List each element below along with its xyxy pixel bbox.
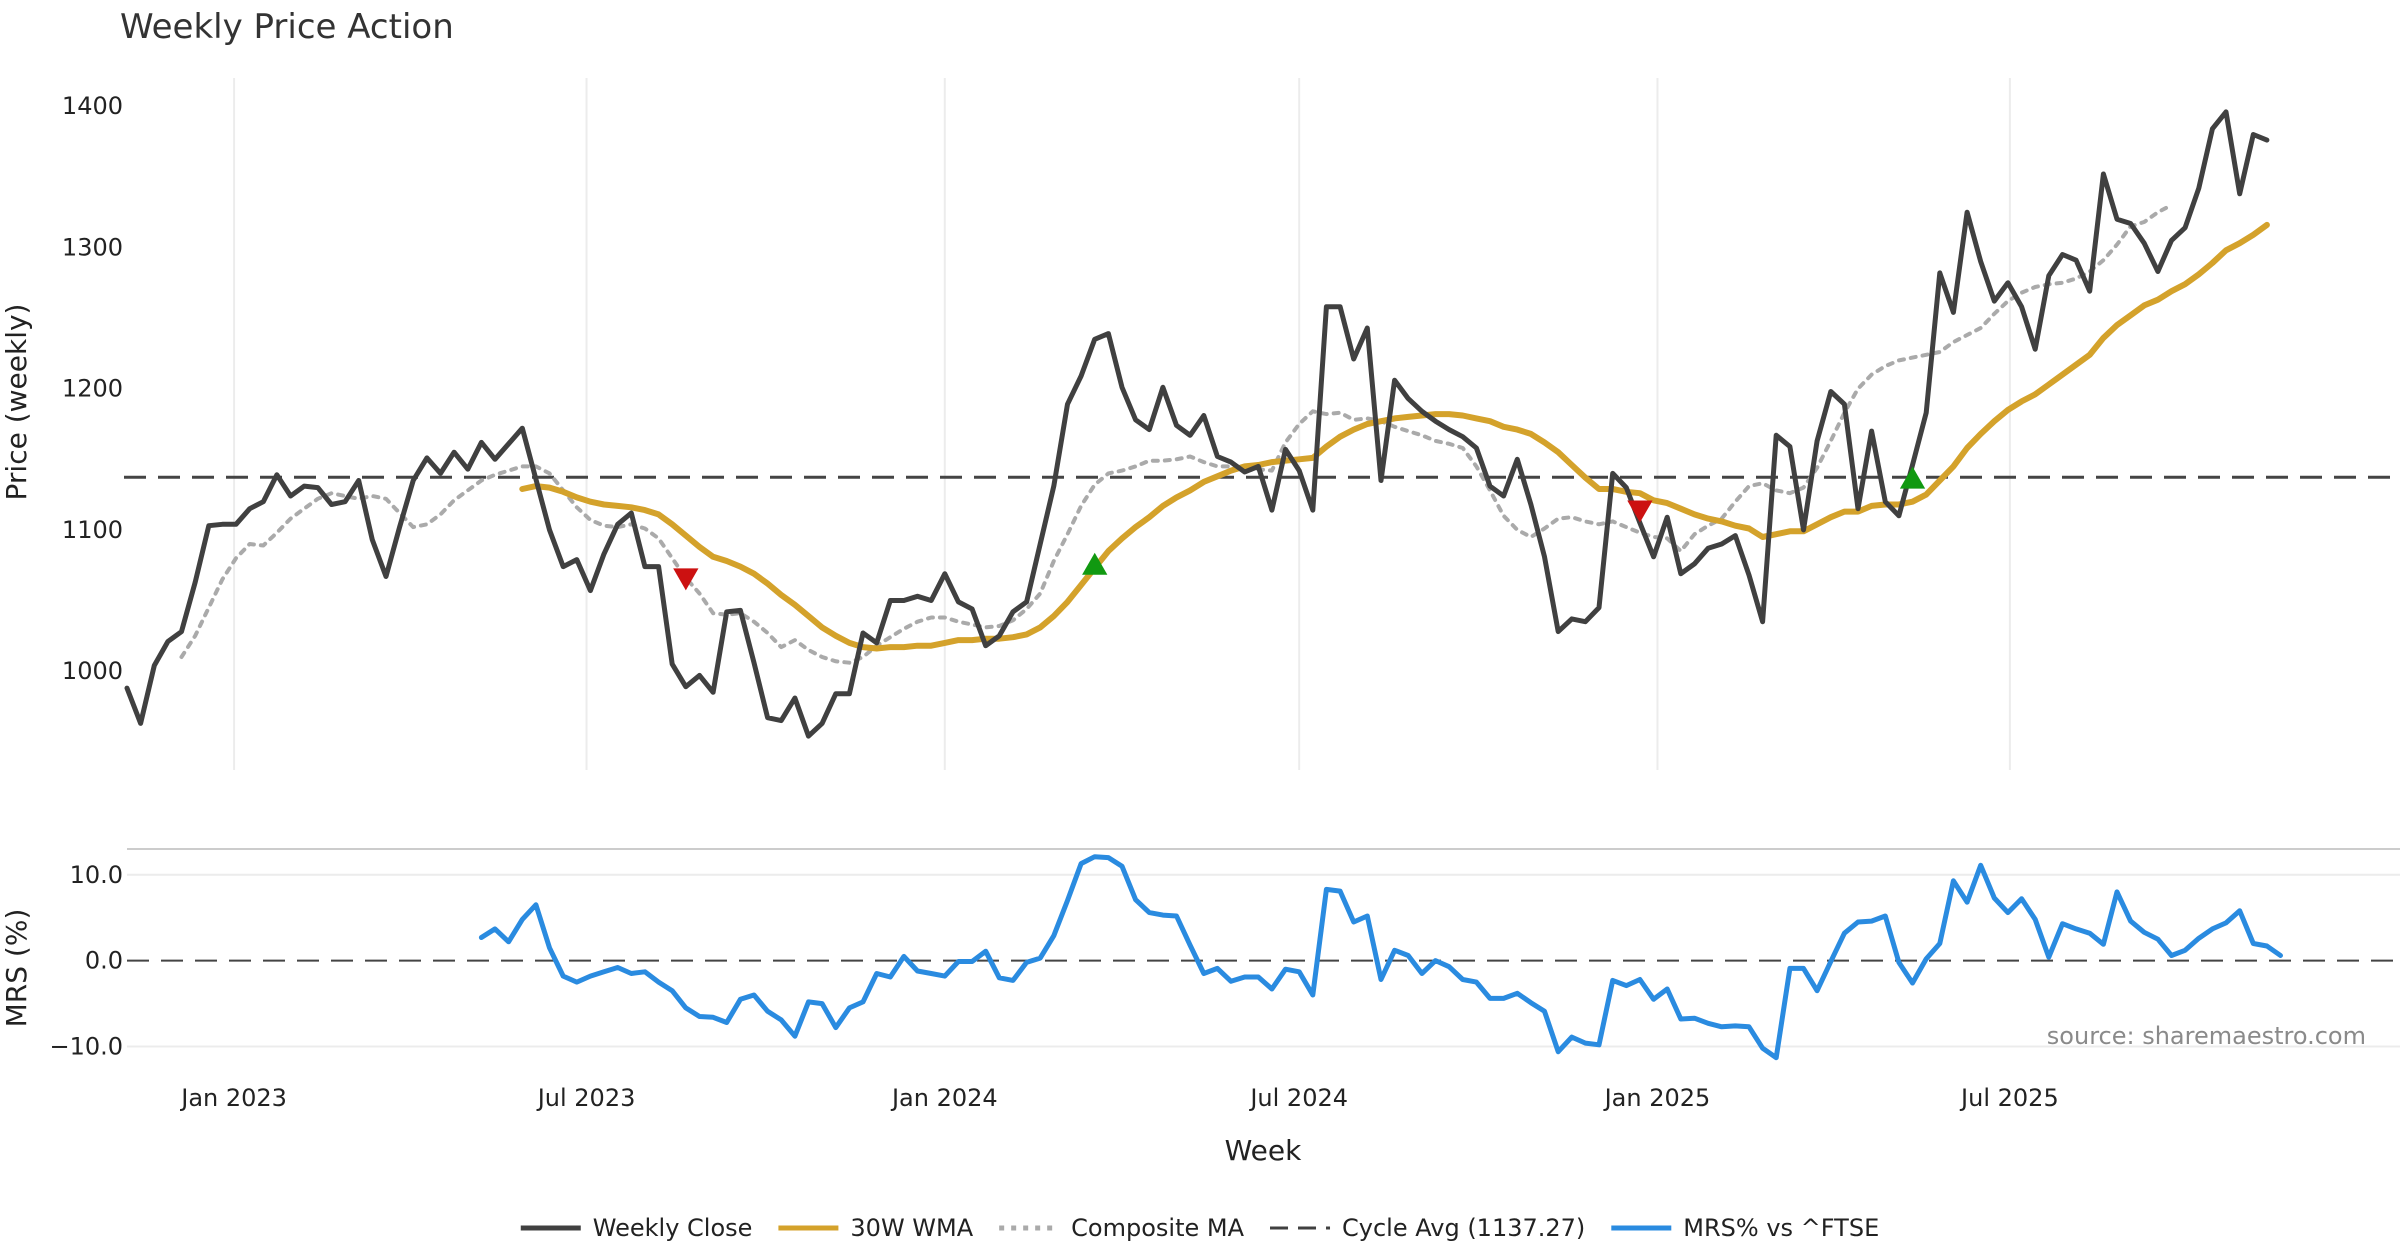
price-y-tick-label: 1400 [62, 92, 123, 120]
legend-label: Composite MA [1071, 1214, 1244, 1242]
mrs-panel: 10.0 0.0 −10.0 MRS (%) source: sharemaestr… [0, 848, 2400, 1061]
mrs-y-ticks: 10.0 0.0 −10.0 [49, 861, 123, 1061]
price-y-tick-label: 1000 [62, 657, 123, 685]
30w-wma-line [519, 221, 2270, 652]
x-tick-label: Jan 2024 [890, 1084, 998, 1112]
sell-signal-marker [673, 568, 699, 591]
x-tick-label: Jul 2025 [1959, 1084, 2059, 1112]
x-tick-label: Jul 2024 [1248, 1084, 1348, 1112]
mrs-y-tick-label: 10.0 [70, 861, 123, 889]
x-tick-label: Jul 2023 [536, 1084, 636, 1112]
price-series-group [124, 109, 2270, 739]
x-tick-label: Jan 2023 [179, 1084, 287, 1112]
mrs-y-tick-label: −10.0 [49, 1033, 123, 1061]
price-panel: 1000 1100 1200 1300 1400 Price (weekly) [0, 78, 2400, 770]
legend-label: Cycle Avg (1137.27) [1342, 1214, 1585, 1242]
price-y-ticks: 1000 1100 1200 1300 1400 [62, 92, 123, 685]
source-note: source: sharemaestro.com [2047, 1022, 2366, 1050]
composite-ma-line [179, 203, 2174, 665]
legend-item: Weekly Close [520, 1214, 753, 1242]
mrs-series-group [478, 854, 2283, 1061]
price-y-axis-label: Price (weekly) [0, 304, 33, 501]
buy-signal-marker [1899, 466, 1926, 489]
x-axis-ticks: Jan 2023 Jul 2023 Jan 2024 Jul 2024 Jan 2025… [179, 1084, 2058, 1112]
x-tick-label: Jan 2025 [1603, 1084, 1711, 1112]
sell-signal-marker [1627, 500, 1653, 523]
legend-label: MRS% vs ^FTSE [1683, 1214, 1879, 1242]
legend: Weekly Close 30W WMA Composite MA Cycle Avg… [520, 1214, 1879, 1242]
legend-item: Cycle Avg (1137.27) [1270, 1214, 1585, 1242]
price-y-tick-label: 1200 [62, 375, 123, 403]
price-y-tick-label: 1300 [62, 233, 123, 261]
weekly-close-line [124, 109, 2270, 739]
legend-item: Composite MA [999, 1214, 1245, 1242]
price-y-tick-label: 1100 [62, 516, 123, 544]
buy-signal-marker [1082, 552, 1108, 575]
mrs-y-axis-label: MRS (%) [0, 909, 33, 1028]
legend-label: Weekly Close [593, 1214, 753, 1242]
x-axis-label: Week [1225, 1134, 1302, 1167]
legend-item: MRS% vs ^FTSE [1611, 1214, 1879, 1242]
legend-item: 30W WMA [778, 1214, 974, 1242]
chart-title: Weekly Price Action [120, 7, 454, 47]
legend-label: 30W WMA [850, 1214, 973, 1242]
mrs-y-tick-label: 0.0 [85, 947, 123, 975]
mrs-line [478, 854, 2283, 1061]
mrs-gridlines [127, 873, 2400, 1048]
signal-markers [673, 466, 1926, 591]
price-gridlines [233, 78, 2011, 770]
